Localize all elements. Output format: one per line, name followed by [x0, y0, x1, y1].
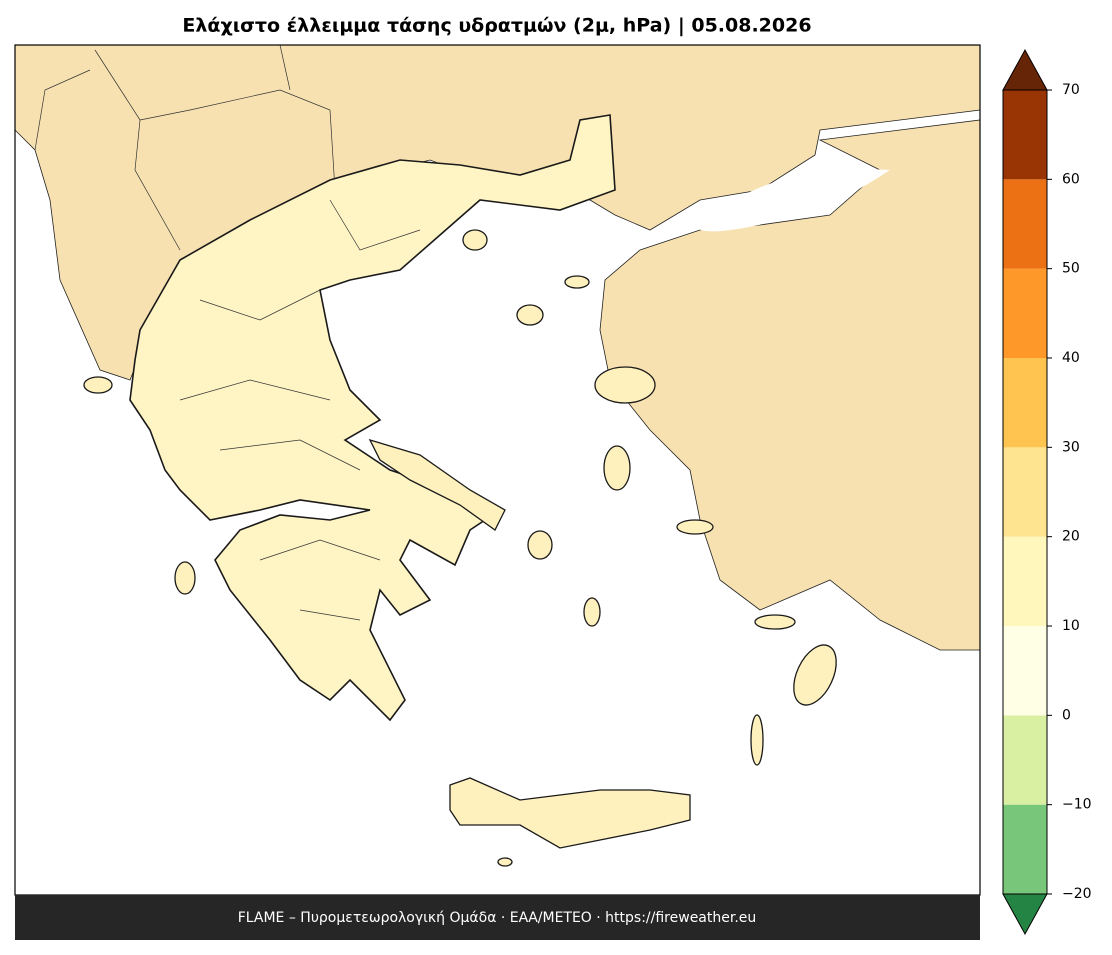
lesvos	[594, 366, 656, 404]
colorbar-bin	[1003, 715, 1047, 805]
extend-low	[1002, 893, 1048, 936]
colorbar-bin	[1003, 179, 1047, 269]
naxos	[583, 597, 601, 627]
greece-mainland	[129, 114, 616, 722]
crete	[449, 777, 691, 849]
regions	[179, 199, 421, 621]
map-title: Ελάχιστο έλλειμμα τάσης υδρατμών (2μ, hP…	[182, 15, 811, 37]
samos	[676, 519, 714, 535]
kefalonia	[174, 561, 196, 595]
colorbar-tick-label: 30	[1062, 439, 1080, 455]
colorbar-bin	[1003, 447, 1047, 537]
rhodes	[793, 644, 837, 706]
colorbar-tick-label: 60	[1062, 171, 1080, 187]
kos	[754, 614, 796, 630]
samothraki	[564, 275, 590, 289]
colorbar-bin	[1003, 358, 1047, 448]
corfu	[83, 376, 113, 394]
gavdos	[497, 857, 513, 867]
thasos	[462, 229, 488, 251]
chios	[603, 445, 631, 491]
colorbar-tick-label: −10	[1062, 797, 1092, 813]
map	[14, 44, 981, 896]
turkey	[599, 119, 981, 651]
colorbar-tick-label: 70	[1062, 82, 1080, 98]
extend-high	[1002, 48, 1048, 91]
colorbar-bin	[1003, 626, 1047, 716]
andros	[527, 530, 553, 560]
lemnos	[516, 304, 544, 326]
colorbar: −20 −10 0 10 20 30 40 50 60 70	[1002, 48, 1092, 936]
karpathos	[750, 714, 764, 766]
borders	[34, 44, 336, 251]
colorbar-tick-label: 0	[1062, 707, 1071, 723]
colorbar-tick-label: 40	[1062, 350, 1080, 366]
evia	[368, 438, 506, 531]
footer-bar	[15, 895, 980, 940]
colorbar-tick-label: 20	[1062, 529, 1080, 545]
colorbar-bin	[1003, 804, 1047, 894]
colorbar-bin	[1003, 268, 1047, 358]
colorbar-bin	[1003, 90, 1047, 180]
colorbar-frame	[1002, 89, 1048, 895]
colorbar-bin	[1003, 536, 1047, 626]
colorbar-tick-label: −20	[1062, 886, 1092, 902]
footer-text: FLAME – Πυρομετεωρολογική Ομάδα · ΕΑΑ/ME…	[238, 910, 757, 926]
colorbar-tick-label: 50	[1062, 261, 1080, 277]
marmara	[700, 169, 890, 232]
colorbar-tick-label: 10	[1062, 618, 1080, 634]
